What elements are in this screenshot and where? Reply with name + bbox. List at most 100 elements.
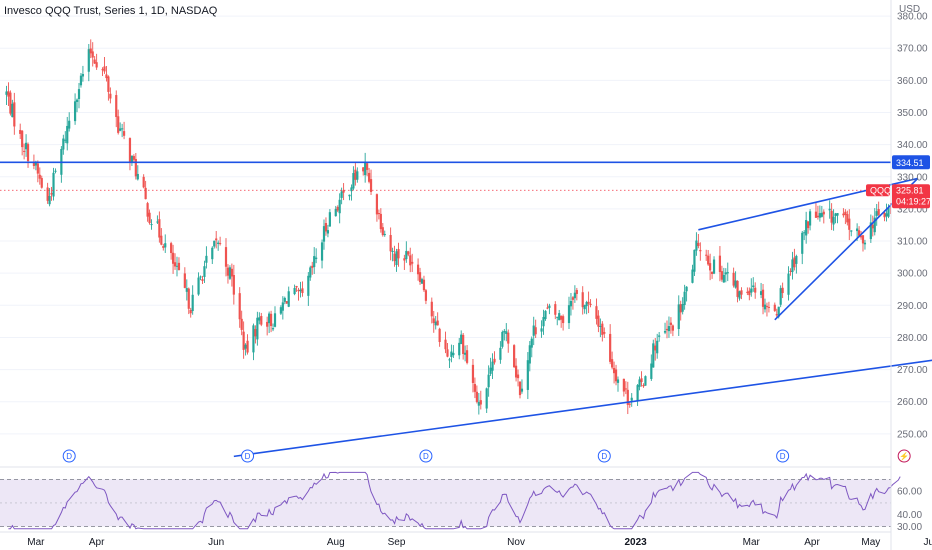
candle[interactable] — [119, 122, 122, 132]
candle[interactable] — [595, 298, 598, 325]
candle[interactable] — [367, 167, 371, 184]
candle[interactable] — [609, 324, 612, 365]
candle[interactable] — [589, 299, 592, 308]
candle[interactable] — [409, 247, 412, 273]
candle[interactable] — [301, 281, 304, 297]
candle[interactable] — [489, 357, 492, 376]
candle[interactable] — [144, 180, 147, 200]
dividend-marker[interactable]: D — [62, 449, 76, 463]
candle[interactable] — [473, 377, 477, 399]
candle[interactable] — [171, 244, 175, 274]
candle[interactable] — [624, 381, 627, 395]
candle[interactable] — [767, 301, 771, 313]
candle[interactable] — [52, 167, 55, 201]
candle[interactable] — [491, 353, 494, 380]
candle[interactable] — [438, 327, 441, 347]
candle[interactable] — [224, 238, 228, 277]
candle[interactable] — [722, 267, 725, 283]
candle[interactable] — [101, 67, 104, 76]
candle[interactable] — [846, 210, 849, 226]
candle[interactable] — [493, 351, 496, 365]
candle[interactable] — [287, 286, 290, 308]
candle[interactable] — [622, 378, 625, 397]
candle[interactable] — [430, 297, 433, 324]
candle[interactable] — [364, 152, 367, 183]
candle[interactable] — [705, 249, 708, 261]
candle[interactable] — [832, 209, 835, 231]
candle[interactable] — [115, 90, 118, 128]
split-marker[interactable]: ⚡ — [897, 449, 911, 463]
candle[interactable] — [761, 283, 765, 315]
candle[interactable] — [307, 272, 310, 306]
candle[interactable] — [130, 155, 134, 167]
candle[interactable] — [403, 254, 406, 270]
candle[interactable] — [46, 182, 49, 204]
candle[interactable] — [697, 234, 700, 249]
candle[interactable] — [273, 306, 277, 328]
candle[interactable] — [128, 137, 132, 171]
candle[interactable] — [183, 267, 186, 289]
candle[interactable] — [548, 303, 551, 315]
candle[interactable] — [422, 275, 426, 292]
candle[interactable] — [320, 239, 324, 269]
candle[interactable] — [256, 311, 259, 346]
candle[interactable] — [560, 315, 563, 328]
candle[interactable] — [546, 303, 549, 310]
candle[interactable] — [464, 345, 467, 362]
candle[interactable] — [652, 339, 655, 368]
candle[interactable] — [226, 264, 230, 284]
candle[interactable] — [446, 343, 449, 358]
candle[interactable] — [630, 393, 633, 407]
candle[interactable] — [389, 227, 392, 261]
candle[interactable] — [81, 65, 85, 82]
candle[interactable] — [871, 215, 874, 237]
candle[interactable] — [281, 296, 284, 320]
candle[interactable] — [268, 311, 271, 334]
candle[interactable] — [603, 327, 606, 339]
event-markers[interactable]: D D D D D ⚡ — [62, 449, 911, 463]
candle[interactable] — [795, 254, 798, 274]
candle[interactable] — [309, 265, 312, 281]
candle[interactable] — [362, 166, 365, 176]
candle[interactable] — [573, 285, 576, 303]
candle[interactable] — [338, 193, 341, 224]
candle[interactable] — [816, 205, 820, 220]
candle[interactable] — [875, 203, 878, 226]
candle[interactable] — [383, 230, 386, 237]
candle[interactable] — [683, 284, 686, 310]
candle[interactable] — [669, 317, 673, 334]
candle[interactable] — [185, 279, 188, 301]
candle[interactable] — [681, 297, 684, 315]
candle[interactable] — [269, 310, 273, 333]
candle[interactable] — [199, 275, 202, 281]
candle[interactable] — [487, 365, 490, 397]
rsi-line[interactable] — [8, 471, 901, 530]
candle[interactable] — [315, 248, 318, 264]
candle[interactable] — [244, 343, 247, 356]
candle[interactable] — [667, 316, 671, 338]
candle[interactable] — [240, 310, 243, 336]
candle[interactable] — [738, 290, 741, 301]
candle[interactable] — [379, 208, 382, 233]
candle[interactable] — [677, 295, 680, 336]
candle[interactable] — [87, 44, 90, 82]
candle[interactable] — [818, 205, 821, 222]
candle[interactable] — [279, 305, 282, 315]
candle[interactable] — [213, 240, 216, 249]
candle[interactable] — [707, 250, 710, 266]
dividend-marker[interactable]: D — [776, 449, 790, 463]
candle[interactable] — [724, 268, 727, 283]
trendline[interactable] — [233, 328, 932, 458]
candle[interactable] — [803, 230, 806, 241]
candle[interactable] — [64, 131, 67, 144]
candle[interactable] — [79, 72, 83, 88]
candle[interactable] — [885, 203, 888, 222]
candle[interactable] — [638, 376, 641, 391]
candle[interactable] — [779, 285, 782, 308]
candle[interactable] — [834, 212, 837, 224]
candle[interactable] — [121, 123, 124, 138]
candle[interactable] — [540, 320, 543, 338]
candle[interactable] — [393, 245, 396, 267]
candle[interactable] — [671, 324, 674, 337]
